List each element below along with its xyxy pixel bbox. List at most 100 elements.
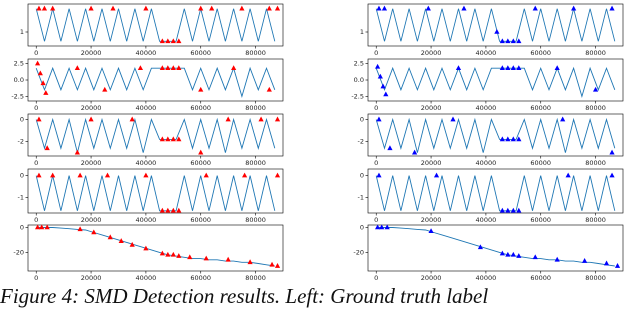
marker <box>203 172 209 178</box>
marker <box>274 172 281 178</box>
marker <box>225 116 231 122</box>
plot-frame <box>27 168 284 214</box>
marker <box>231 65 237 70</box>
marker <box>477 244 484 250</box>
marker <box>176 38 182 44</box>
marker <box>36 116 42 122</box>
marker <box>609 172 615 178</box>
marker <box>376 172 382 178</box>
marker <box>274 5 281 11</box>
marker <box>170 38 176 44</box>
marker <box>40 80 46 86</box>
marker <box>565 172 571 178</box>
marker <box>74 65 80 70</box>
x-tick-label: 60000 <box>190 216 211 224</box>
x-tick-label: 20000 <box>421 104 442 112</box>
y-tick-label: -2 <box>18 138 24 146</box>
marker <box>107 234 113 240</box>
marker <box>170 251 176 257</box>
marker <box>165 65 171 70</box>
marker <box>176 207 182 213</box>
x-tick-label: 40000 <box>136 216 157 224</box>
x-tick-label: 40000 <box>476 216 497 224</box>
x-tick-label: 60000 <box>530 49 551 57</box>
marker <box>499 207 505 213</box>
x-tick-label: 40000 <box>476 274 497 282</box>
marker <box>74 149 80 155</box>
y-tick-label: -20 <box>353 248 364 256</box>
marker <box>592 86 599 92</box>
series-line <box>35 66 276 99</box>
marker <box>505 207 511 213</box>
y-tick-label: -1 <box>358 194 364 202</box>
marker <box>383 91 389 97</box>
x-tick-label: 20000 <box>81 159 102 167</box>
plot-frame <box>367 58 624 102</box>
x-tick-label: 80000 <box>245 159 266 167</box>
marker <box>412 149 418 155</box>
marker <box>516 253 522 258</box>
marker <box>425 5 431 11</box>
marker <box>37 70 43 76</box>
y-tick-label: 0 <box>20 116 24 124</box>
x-tick-label: 40000 <box>136 49 157 57</box>
marker <box>510 136 516 142</box>
x-tick-label: 0 <box>374 49 378 57</box>
marker <box>376 116 382 122</box>
marker <box>129 116 135 122</box>
x-tick-label: 80000 <box>585 216 606 224</box>
x-tick-label: 60000 <box>530 274 551 282</box>
marker <box>374 224 381 230</box>
marker <box>510 251 516 257</box>
marker <box>50 172 56 178</box>
marker <box>560 116 566 122</box>
y-tick-label: 1 <box>20 28 24 36</box>
marker <box>198 86 204 92</box>
marker <box>510 65 516 70</box>
x-tick-label: 20000 <box>421 274 442 282</box>
marker <box>461 5 467 11</box>
marker <box>433 172 440 178</box>
marker <box>39 224 45 230</box>
x-tick-label: 40000 <box>476 104 497 112</box>
marker <box>36 5 42 11</box>
marker <box>387 145 393 151</box>
marker <box>516 207 522 213</box>
y-tick-label: 0 <box>20 172 24 180</box>
x-tick-label: 40000 <box>136 274 157 282</box>
marker <box>499 65 505 70</box>
marker <box>377 73 383 79</box>
plot-frame <box>27 224 284 272</box>
marker <box>274 116 281 122</box>
marker <box>34 60 41 66</box>
marker <box>225 256 231 262</box>
marker <box>165 251 171 257</box>
marker <box>450 116 456 122</box>
marker <box>44 224 50 230</box>
x-tick-label: 0 <box>34 159 38 167</box>
x-tick-label: 60000 <box>530 104 551 112</box>
x-tick-label: 20000 <box>81 104 102 112</box>
y-tick-label: -2.5 <box>11 92 24 100</box>
marker <box>379 224 385 230</box>
marker <box>258 116 264 122</box>
x-tick-label: 80000 <box>245 274 266 282</box>
marker <box>50 5 56 11</box>
series-line <box>35 175 276 212</box>
x-tick-label: 20000 <box>81 274 102 282</box>
marker <box>381 5 388 11</box>
marker <box>34 224 41 230</box>
marker <box>165 136 171 142</box>
marker <box>110 5 116 11</box>
x-tick-label: 60000 <box>530 159 551 167</box>
marker <box>137 65 144 70</box>
series-line <box>375 175 616 212</box>
marker <box>516 136 522 142</box>
marker <box>159 207 165 213</box>
x-tick-label: 60000 <box>190 274 211 282</box>
x-tick-label: 80000 <box>585 104 606 112</box>
marker <box>582 258 588 263</box>
marker <box>516 65 522 70</box>
marker <box>242 172 248 178</box>
